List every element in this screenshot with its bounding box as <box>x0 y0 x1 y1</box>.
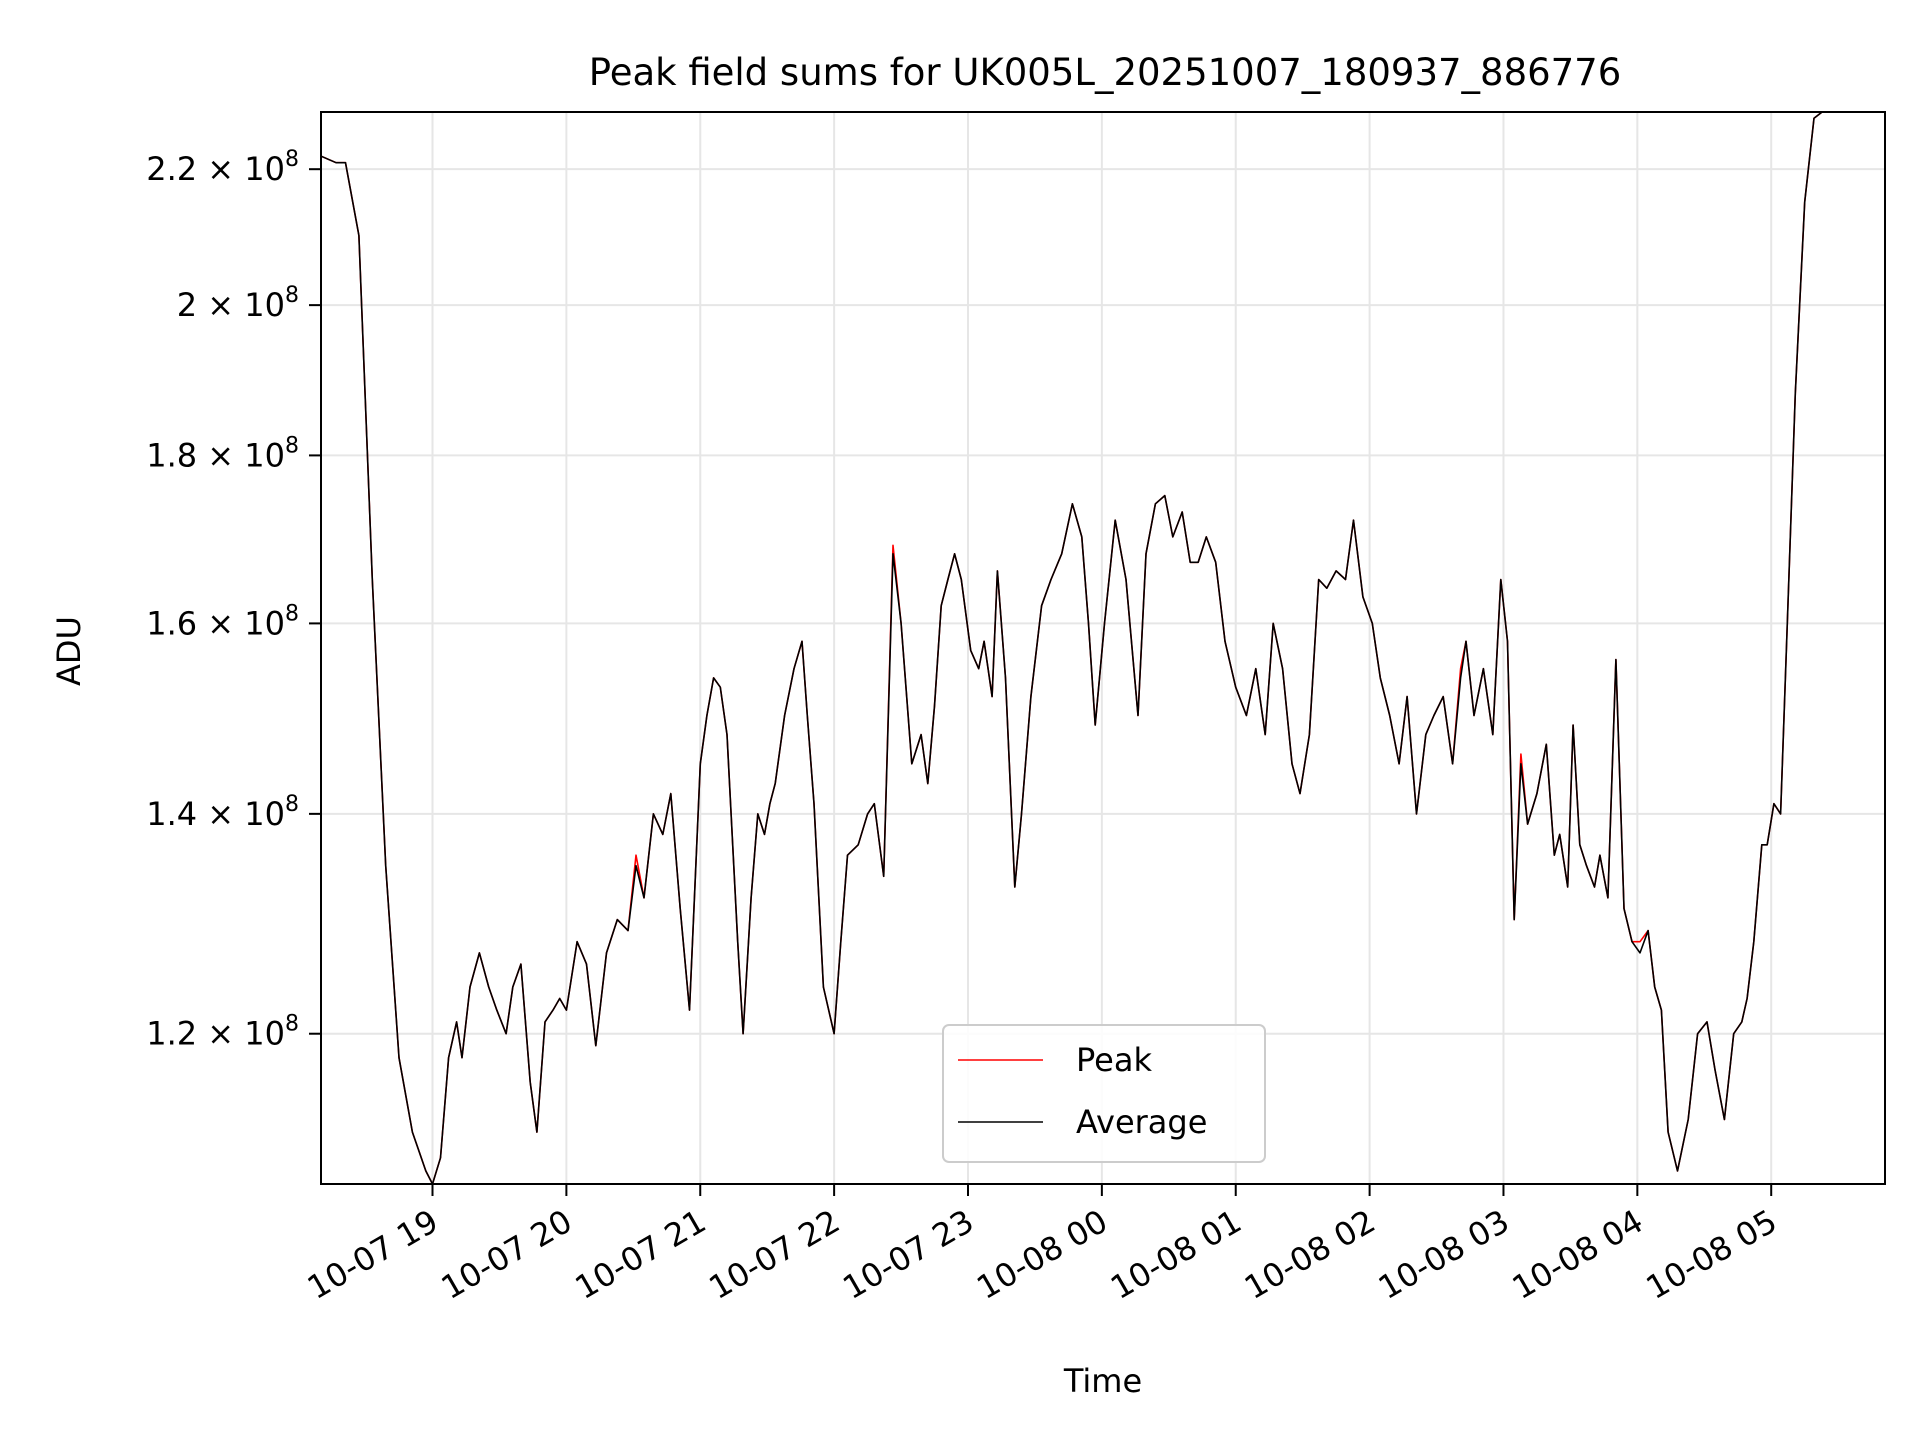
y-tick-multiplier: × 10 <box>197 150 285 188</box>
series-layer <box>321 111 1823 1185</box>
y-axis-label: ADU <box>50 616 88 686</box>
y-tick-label: 1.8 × 108 <box>146 433 299 474</box>
x-axis-label: Time <box>1063 1362 1142 1400</box>
y-tick-multiplier: × 10 <box>197 795 285 833</box>
y-tick-exponent: 8 <box>285 433 299 458</box>
legend: Peak Average <box>942 1024 1266 1163</box>
y-tick-multiplier: × 10 <box>197 286 285 324</box>
legend-label-average: Average <box>1076 1103 1207 1141</box>
y-tick-multiplier: × 10 <box>197 436 285 474</box>
y-tick-exponent: 8 <box>285 1012 299 1037</box>
y-tick-label: 2.2 × 108 <box>146 147 299 188</box>
y-tick-mantissa: 2 <box>177 286 197 324</box>
y-tick-label: 1.6 × 108 <box>146 601 299 642</box>
y-tick-exponent: 8 <box>285 283 299 308</box>
plot-frame <box>320 111 1886 1185</box>
y-tick-label: 2 × 108 <box>177 283 299 324</box>
series-line-average <box>321 111 1823 1185</box>
y-tick-exponent: 8 <box>285 792 299 817</box>
y-tick-mantissa: 1.2 <box>146 1015 197 1053</box>
y-tick-mantissa: 1.4 <box>146 795 197 833</box>
y-tick-mantissa: 2.2 <box>146 150 197 188</box>
y-tick-label: 1.4 × 108 <box>146 792 299 833</box>
y-tick-exponent: 8 <box>285 601 299 626</box>
y-tick-multiplier: × 10 <box>197 1015 285 1053</box>
y-tick-multiplier: × 10 <box>197 604 285 642</box>
y-tick-mantissa: 1.8 <box>146 436 197 474</box>
y-tick-mantissa: 1.6 <box>146 604 197 642</box>
chart-title: Peak field sums for UK005L_20251007_1809… <box>589 51 1622 94</box>
grid <box>321 112 1885 1184</box>
y-tick-label: 1.2 × 108 <box>146 1012 299 1053</box>
legend-label-peak: Peak <box>1076 1041 1152 1079</box>
y-tick-exponent: 8 <box>285 147 299 172</box>
